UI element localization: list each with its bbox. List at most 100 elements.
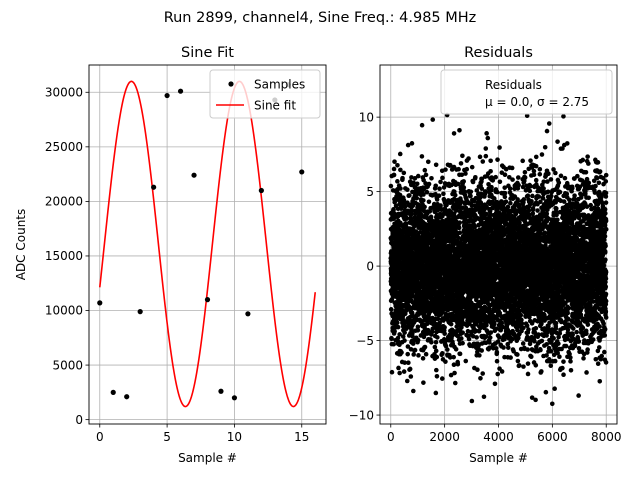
residual-point [416, 353, 421, 358]
residual-point [515, 175, 521, 180]
residual-point [487, 335, 493, 340]
residual-point [401, 170, 407, 176]
residual-point [463, 171, 468, 176]
residual-point [503, 199, 509, 204]
residual-point [391, 172, 397, 178]
residual-point [415, 324, 421, 330]
residual-point [404, 216, 410, 221]
residual-point [501, 345, 506, 350]
sine-fit-y-tick-label: 5000 [52, 358, 83, 372]
residual-point [398, 206, 404, 211]
residual-point [397, 151, 403, 157]
residual-point [520, 158, 525, 164]
sample-point [164, 92, 170, 99]
legend-samples-marker [228, 81, 234, 87]
residual-point [519, 321, 525, 326]
residual-point [457, 220, 463, 225]
sine-fit-y-tick-label: 0 [75, 413, 83, 427]
residual-point [411, 352, 417, 357]
residual-point [457, 230, 463, 235]
residual-point [424, 189, 430, 195]
residual-point [515, 358, 521, 364]
residual-point [419, 122, 425, 128]
residual-point [402, 204, 408, 209]
sample-point [231, 395, 238, 401]
residual-point [420, 356, 426, 361]
residual-point [405, 344, 411, 349]
residual-point [412, 347, 418, 353]
residual-point [409, 175, 414, 180]
residuals-x-tick-label: 2000 [429, 430, 460, 444]
residual-point [404, 378, 410, 384]
sine-fit-panel: Sine Fit 0 5 10 150500010000150002000025000… [14, 45, 327, 465]
residual-point [435, 316, 441, 322]
residual-point [461, 179, 466, 184]
residual-point [495, 157, 500, 162]
residual-point [493, 174, 498, 180]
residual-point [457, 127, 462, 133]
residual-point [397, 332, 402, 337]
sample-point [124, 394, 130, 400]
residual-point [468, 189, 474, 195]
residual-point [518, 312, 524, 318]
residual-point [460, 153, 465, 159]
residual-point [485, 135, 491, 141]
sine-fit-y-tick-label: 10000 [45, 304, 83, 318]
residual-point [405, 351, 411, 357]
residual-point [407, 366, 413, 372]
residual-point [414, 181, 420, 187]
sample-point [245, 311, 251, 317]
residual-point [395, 179, 400, 184]
sine-fit-x-tick-label: 5 [163, 430, 171, 444]
sample-point [218, 388, 224, 394]
residual-point [410, 341, 416, 346]
residual-point [488, 158, 493, 164]
residual-point [422, 204, 427, 210]
residual-point [415, 327, 421, 333]
residual-point [453, 346, 459, 352]
residual-point [414, 195, 420, 201]
residual-point [396, 365, 401, 371]
residual-point [429, 175, 434, 181]
residuals-x-tick-label: 6000 [537, 430, 568, 444]
residual-point [422, 167, 428, 173]
residual-point [495, 371, 501, 377]
residuals-x-tick-label: 4000 [483, 430, 514, 444]
residual-point [469, 398, 475, 404]
residuals-y-tick-label: −10 [349, 408, 374, 422]
sine-fit-xlabel: Sample # [178, 451, 237, 465]
residual-point [466, 336, 472, 342]
residual-point [392, 159, 397, 164]
residual-point [456, 166, 461, 172]
residual-point [435, 335, 440, 340]
residual-point [443, 359, 448, 364]
residuals-y-tick-label: −5 [356, 334, 374, 348]
residual-point [421, 380, 426, 385]
residual-point [423, 172, 429, 178]
sine-fit-grid [89, 65, 326, 424]
sine-fit-x-tick-label: 0 [96, 430, 104, 444]
residual-point [451, 131, 457, 136]
residual-point [426, 199, 432, 205]
residual-point [405, 187, 410, 192]
residual-point [459, 336, 464, 341]
residual-point [395, 162, 400, 168]
residual-point [483, 153, 489, 159]
residuals-title: Residuals [464, 45, 533, 61]
residual-point [479, 348, 485, 353]
sine-fit-y-tick-label: 20000 [45, 195, 83, 209]
sine-fit-legend: Samples Sine fit [209, 69, 321, 119]
legend-sine-fit-label: Sine fit [254, 99, 296, 113]
sine-fit-y-tick-label: 15000 [45, 249, 83, 263]
residual-point [508, 355, 513, 360]
residual-point [391, 207, 396, 212]
residual-point [402, 338, 407, 343]
residual-point [425, 159, 431, 165]
residual-point [434, 354, 440, 360]
residual-point [516, 363, 522, 368]
residual-point [451, 354, 456, 360]
residual-point [488, 168, 493, 174]
residual-point [475, 367, 480, 372]
residual-point [477, 353, 482, 358]
residual-point [391, 341, 396, 347]
